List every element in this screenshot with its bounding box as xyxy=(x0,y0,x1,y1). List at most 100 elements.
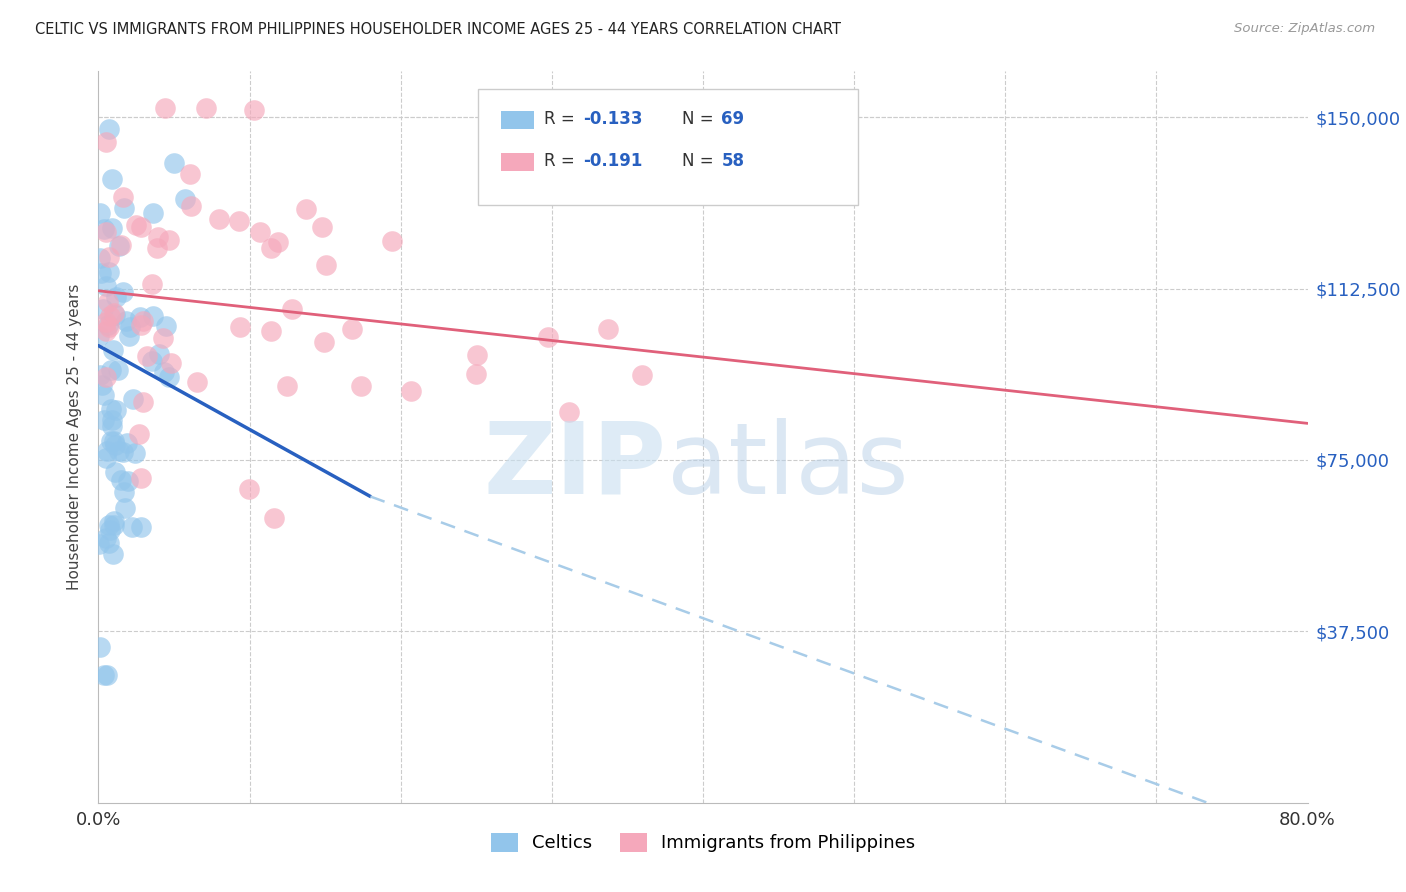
Point xyxy=(179,167,201,181)
Point xyxy=(104,438,127,452)
Point xyxy=(118,319,141,334)
Point xyxy=(159,356,181,370)
Legend: Celtics, Immigrants from Philippines: Celtics, Immigrants from Philippines xyxy=(484,826,922,860)
Point xyxy=(115,435,138,450)
Text: CELTIC VS IMMIGRANTS FROM PHILIPPINES HOUSEHOLDER INCOME AGES 25 - 44 YEARS CORR: CELTIC VS IMMIGRANTS FROM PHILIPPINES HO… xyxy=(35,22,841,37)
Point xyxy=(465,368,488,382)
Point xyxy=(97,319,120,334)
Point xyxy=(90,378,112,392)
Text: 58: 58 xyxy=(721,152,744,169)
Point xyxy=(94,531,117,545)
Point xyxy=(101,343,124,357)
Point xyxy=(128,310,150,325)
Point xyxy=(108,239,131,253)
Point xyxy=(104,403,127,417)
Point xyxy=(103,306,125,320)
Text: 69: 69 xyxy=(721,110,744,128)
Point xyxy=(118,328,141,343)
Point xyxy=(129,318,152,333)
Text: N =: N = xyxy=(682,110,718,128)
Point xyxy=(93,387,115,401)
Point xyxy=(157,369,180,384)
Point xyxy=(110,237,132,252)
Point xyxy=(238,482,260,496)
Point xyxy=(93,221,115,235)
Point xyxy=(180,199,202,213)
Point xyxy=(558,405,581,419)
Point xyxy=(295,202,318,217)
Point xyxy=(267,235,290,250)
Point xyxy=(89,368,111,382)
Point xyxy=(98,251,121,265)
Point xyxy=(100,363,122,377)
Point xyxy=(146,230,169,244)
Point xyxy=(124,218,146,232)
Point xyxy=(100,434,122,449)
Point xyxy=(98,310,121,324)
Point xyxy=(94,451,117,466)
Point xyxy=(340,321,363,335)
Text: ZIP: ZIP xyxy=(484,417,666,515)
Text: -0.133: -0.133 xyxy=(583,110,643,128)
Point xyxy=(311,220,333,235)
Point xyxy=(276,378,298,392)
Text: atlas: atlas xyxy=(666,417,908,515)
Point xyxy=(114,500,136,515)
Text: N =: N = xyxy=(682,152,718,169)
Point xyxy=(152,331,174,345)
Point xyxy=(148,347,170,361)
Point xyxy=(207,212,229,227)
Point xyxy=(96,444,118,458)
Point xyxy=(121,520,143,534)
Point xyxy=(163,156,186,170)
Point xyxy=(186,376,208,390)
Point xyxy=(103,514,125,528)
Point xyxy=(94,226,117,240)
Point xyxy=(131,394,153,409)
Point xyxy=(141,277,163,291)
Point xyxy=(129,519,152,533)
Point xyxy=(467,348,489,362)
Point xyxy=(107,444,129,458)
Point xyxy=(136,349,159,363)
Point xyxy=(98,536,121,550)
Point xyxy=(101,220,124,235)
Point xyxy=(104,308,127,322)
Point xyxy=(117,475,139,489)
Point xyxy=(537,330,560,344)
Point xyxy=(142,310,165,324)
Point xyxy=(121,392,143,406)
Point xyxy=(129,471,152,485)
Text: R =: R = xyxy=(544,152,581,169)
Point xyxy=(103,517,125,532)
Point xyxy=(107,363,129,377)
Point xyxy=(94,315,117,329)
Point xyxy=(481,142,503,156)
Point xyxy=(129,220,152,235)
Point xyxy=(142,206,165,220)
Point xyxy=(93,667,115,681)
Point xyxy=(157,233,180,247)
Point xyxy=(105,290,128,304)
Point xyxy=(195,101,218,115)
Point xyxy=(314,334,336,349)
Point xyxy=(104,465,127,479)
Point xyxy=(229,319,252,334)
Point xyxy=(132,314,155,328)
Point xyxy=(100,418,122,433)
Point xyxy=(259,324,281,338)
Point xyxy=(89,537,111,551)
Point xyxy=(89,640,111,654)
Point xyxy=(101,547,124,561)
Point xyxy=(631,368,654,382)
Point xyxy=(96,667,118,681)
Point xyxy=(112,444,135,458)
Point xyxy=(260,240,283,254)
Point xyxy=(315,258,337,272)
Point xyxy=(174,192,197,206)
Point xyxy=(94,324,117,338)
Point xyxy=(141,354,163,368)
Point xyxy=(112,484,135,499)
Point xyxy=(89,252,111,266)
Point xyxy=(94,135,117,149)
